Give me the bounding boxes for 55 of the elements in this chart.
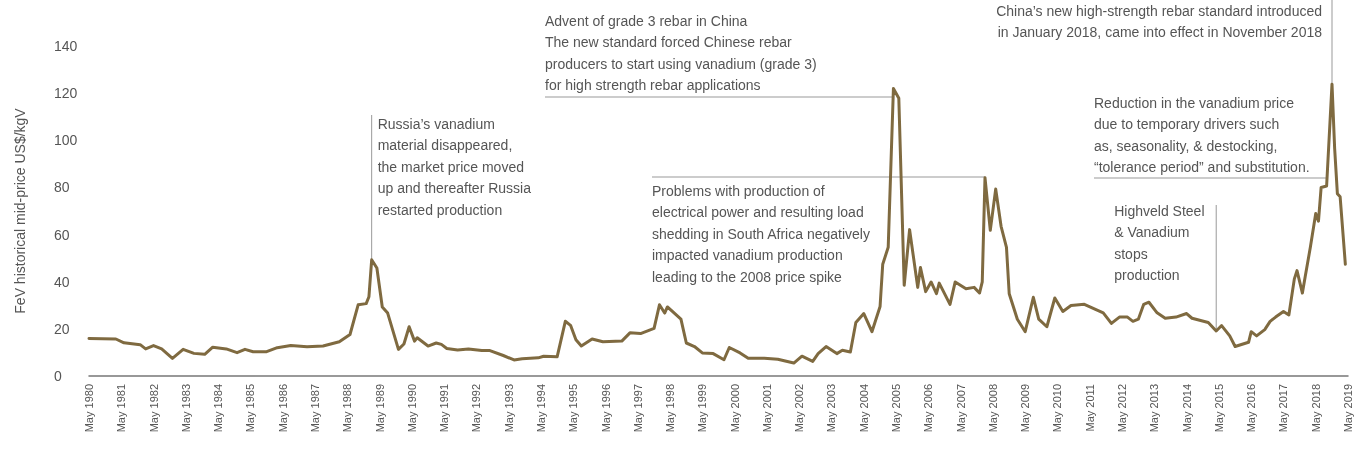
x-tick-label: May 2002 [793,384,806,433]
x-tick-label: May 1991 [438,384,451,433]
x-tick-label: May 1985 [244,384,257,433]
x-tick-label: May 1989 [373,384,386,433]
x-tick-label: May 2007 [954,384,967,433]
x-tick-label: May 1998 [664,384,677,433]
x-tick-label: May 1990 [405,384,418,433]
x-tick-label: May 2014 [1180,384,1193,433]
annotation: Highveld Steel & Vanadium stops production [1114,202,1205,284]
x-tick-label: May 2010 [1051,384,1064,433]
x-tick-label: May 1992 [470,384,483,433]
annotation: Russia’s vanadium material disappeared, the market price moved up and thereafter Russia restarted production [377,115,532,218]
y-tick-label: 80 [54,179,70,196]
x-tick-label: May 1983 [179,384,192,433]
y-tick-label: 120 [54,85,78,102]
x-tick-label: May 1984 [212,384,225,433]
x-tick-label: May 2009 [1019,384,1032,433]
y-tick-label: 140 [54,38,78,54]
annotation: China’s new high-strength rebar standard introduced in January 2018, came into effect in November 2018 [996,2,1323,41]
x-tick-label: May 2018 [1309,384,1322,433]
y-tick-label: 0 [54,368,62,384]
y-tick-label: 40 [54,273,70,290]
x-tick-label: May 2013 [1148,384,1161,433]
x-tick-label: May 2012 [1116,384,1129,433]
x-tick-label: May 1981 [115,384,128,433]
x-tick-label: May 1999 [696,384,709,433]
x-tick-label: May 2006 [922,384,935,433]
x-tick-label: May 1987 [308,384,321,433]
x-tick-label: May 2004 [857,384,870,433]
x-tick-label: May 1996 [599,384,612,433]
x-tick-label: May 2005 [890,384,903,433]
x-tick-label: May 2000 [728,384,741,433]
x-tick-label: May 1995 [567,384,580,433]
x-tick-label: May 2003 [825,384,838,433]
x-tick-label: May 2011 [1083,384,1096,432]
annotation: Reduction in the vanadium price due to temporary drivers such as, seasonality, & destocking, “tolerance period” and substitution. [1094,94,1310,176]
annotation: Advent of grade 3 rebar in China The new standard forced Chinese rebar producers to start using vanadium (grade 3) for high strength rebar applications [545,12,817,94]
y-tick-label: 100 [54,132,78,149]
x-tick-label: May 1993 [502,384,515,433]
x-tick-label: May 1982 [147,384,160,433]
x-tick-label: May 1994 [534,384,547,433]
y-tick-label: 60 [54,226,70,243]
x-tick-label: May 2017 [1277,384,1290,433]
x-tick-label: May 1980 [83,384,95,433]
x-tick-label: May 1986 [276,384,289,433]
y-axis-title: FeV historical mid-price US$/kgV [12,107,28,314]
x-tick-label: May 1997 [631,384,644,433]
x-tick-label: May 2001 [760,384,773,433]
x-tick-label: May 2016 [1245,384,1258,433]
x-tick-label: May 2019 [1342,384,1354,433]
annotation: Problems with production of electrical power and resulting load shedding in South Africa negatively impacted vanadium production leading to the 2008 price spike [652,182,870,285]
x-tick-label: May 1988 [341,384,354,433]
x-tick-label: May 2015 [1212,384,1225,433]
x-tick-label: May 2008 [986,384,999,433]
y-tick-label: 20 [54,320,70,337]
